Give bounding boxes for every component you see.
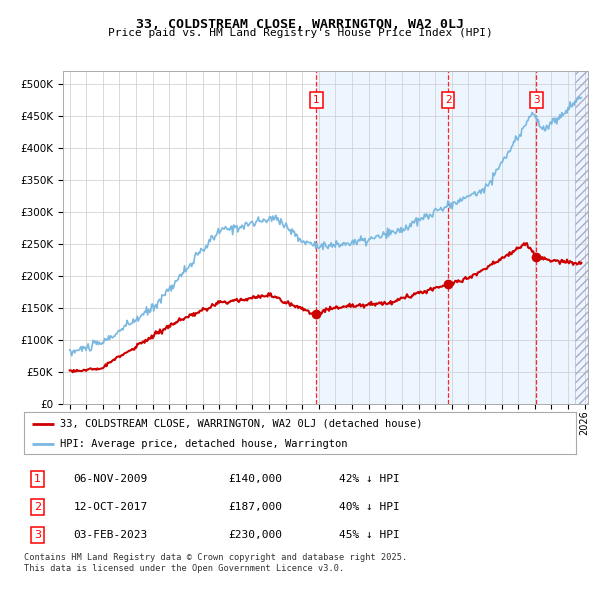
Text: 33, COLDSTREAM CLOSE, WARRINGTON, WA2 0LJ: 33, COLDSTREAM CLOSE, WARRINGTON, WA2 0L…	[136, 18, 464, 31]
Bar	[316, 71, 600, 404]
Bar	[575, 71, 600, 404]
Text: 3: 3	[34, 530, 41, 540]
Text: £230,000: £230,000	[228, 530, 282, 540]
Text: 12-OCT-2017: 12-OCT-2017	[74, 502, 148, 512]
Text: 42% ↓ HPI: 42% ↓ HPI	[338, 474, 400, 484]
Text: 45% ↓ HPI: 45% ↓ HPI	[338, 530, 400, 540]
Text: Contains HM Land Registry data © Crown copyright and database right 2025.
This d: Contains HM Land Registry data © Crown c…	[24, 553, 407, 573]
Text: Price paid vs. HM Land Registry's House Price Index (HPI): Price paid vs. HM Land Registry's House …	[107, 28, 493, 38]
Text: HPI: Average price, detached house, Warrington: HPI: Average price, detached house, Warr…	[60, 439, 347, 448]
Text: 40% ↓ HPI: 40% ↓ HPI	[338, 502, 400, 512]
Text: 2: 2	[445, 94, 451, 104]
Text: 03-FEB-2023: 03-FEB-2023	[74, 530, 148, 540]
Text: £187,000: £187,000	[228, 502, 282, 512]
Text: 2: 2	[34, 502, 41, 512]
Text: 33, COLDSTREAM CLOSE, WARRINGTON, WA2 0LJ (detached house): 33, COLDSTREAM CLOSE, WARRINGTON, WA2 0L…	[60, 419, 422, 429]
Text: 1: 1	[34, 474, 41, 484]
Text: 06-NOV-2009: 06-NOV-2009	[74, 474, 148, 484]
Text: £140,000: £140,000	[228, 474, 282, 484]
Text: 3: 3	[533, 94, 539, 104]
Text: 1: 1	[313, 94, 320, 104]
